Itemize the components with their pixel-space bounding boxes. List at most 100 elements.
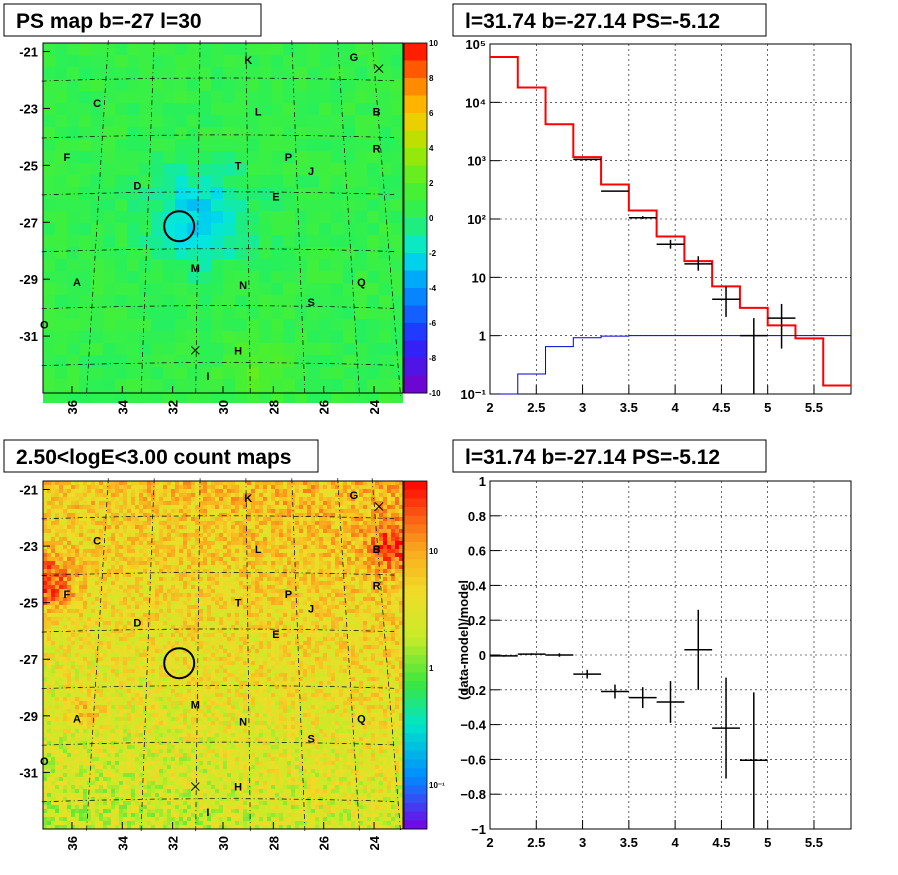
ps-map-cell bbox=[139, 199, 151, 211]
count-map-cell bbox=[259, 485, 263, 489]
count-map-cell bbox=[387, 501, 391, 505]
count-map-cell bbox=[147, 545, 151, 549]
count-map-cell bbox=[347, 609, 351, 613]
count-map-cell bbox=[383, 609, 387, 613]
count-map-cell bbox=[383, 541, 387, 545]
count-map-cell bbox=[183, 589, 187, 593]
count-map-cell bbox=[327, 593, 331, 597]
ps-map-cell bbox=[151, 331, 163, 343]
count-map-cell bbox=[103, 625, 107, 629]
count-map-cell bbox=[43, 557, 47, 561]
count-map-cell bbox=[287, 501, 291, 505]
count-map-cell bbox=[251, 649, 255, 653]
count-map-cell bbox=[391, 613, 395, 617]
count-map-cell bbox=[179, 549, 183, 553]
count-map-cell bbox=[235, 545, 239, 549]
count-map-cell bbox=[227, 589, 231, 593]
count-map-cell bbox=[83, 549, 87, 553]
count-map-cell bbox=[263, 549, 267, 553]
count-map-cell bbox=[231, 645, 235, 649]
count-map-cell bbox=[55, 497, 59, 501]
count-map-cell bbox=[59, 565, 63, 569]
count-map-cell bbox=[395, 549, 399, 553]
count-map-cell bbox=[163, 637, 167, 641]
ps-map-cell bbox=[331, 55, 343, 67]
count-map-cell bbox=[287, 537, 291, 541]
count-map-cell bbox=[219, 577, 223, 581]
count-map-cell bbox=[59, 501, 63, 505]
count-map-cell bbox=[303, 509, 307, 513]
count-map-cell bbox=[171, 509, 175, 513]
count-map-cell bbox=[67, 653, 71, 657]
count-map-cell bbox=[95, 601, 99, 605]
count-map-cell bbox=[331, 501, 335, 505]
count-map-cell bbox=[127, 641, 131, 645]
ps-map-cell bbox=[103, 55, 115, 67]
count-map-cell bbox=[187, 653, 191, 657]
count-map-cell bbox=[175, 641, 179, 645]
count-map-cell bbox=[355, 613, 359, 617]
count-map-cell bbox=[399, 645, 403, 649]
count-map-cell bbox=[139, 509, 143, 513]
count-map-cell bbox=[339, 649, 343, 653]
count-map-cell bbox=[231, 625, 235, 629]
count-map-cell bbox=[51, 597, 55, 601]
count-map-cell bbox=[215, 561, 219, 565]
ps-map-cell bbox=[115, 115, 127, 127]
count-map-cell bbox=[343, 493, 347, 497]
count-map-cell bbox=[159, 621, 163, 625]
count-map-cell bbox=[91, 629, 95, 633]
count-map-cell bbox=[107, 585, 111, 589]
count-map-cell bbox=[291, 549, 295, 553]
ps-map-cell bbox=[331, 271, 343, 283]
count-map-cell bbox=[223, 525, 227, 529]
count-map-cell bbox=[79, 649, 83, 653]
count-map-cell bbox=[275, 533, 279, 537]
ps-map-cell bbox=[91, 355, 103, 367]
count-map-cell bbox=[291, 529, 295, 533]
count-map-cell bbox=[391, 641, 395, 645]
ps-map-cell bbox=[43, 43, 55, 55]
ps-map-cell bbox=[187, 91, 199, 103]
count-map-cell bbox=[251, 633, 255, 637]
count-map-cell bbox=[291, 497, 295, 501]
count-map-cell bbox=[111, 497, 115, 501]
count-map-cell bbox=[99, 581, 103, 585]
count-map-cell bbox=[83, 605, 87, 609]
count-map-cell bbox=[167, 597, 171, 601]
count-map-cell bbox=[215, 581, 219, 585]
count-map-cell bbox=[279, 549, 283, 553]
count-map-cell bbox=[43, 505, 47, 509]
count-map-cell bbox=[63, 609, 67, 613]
count-map-cell bbox=[299, 569, 303, 573]
count-map-cell bbox=[319, 633, 323, 637]
count-map-cell bbox=[179, 521, 183, 525]
count-map-cell bbox=[207, 593, 211, 597]
count-map-cell bbox=[375, 565, 379, 569]
count-map-cell bbox=[87, 653, 91, 657]
count-map-cell bbox=[59, 653, 63, 657]
count-map-cell bbox=[235, 481, 239, 485]
count-map-cell bbox=[43, 573, 47, 577]
count-map-cell bbox=[175, 541, 179, 545]
count-map-cell bbox=[327, 525, 331, 529]
count-map-cell bbox=[219, 633, 223, 637]
count-map-cell bbox=[167, 621, 171, 625]
count-map-cell bbox=[287, 617, 291, 621]
count-map-cell bbox=[315, 509, 319, 513]
ps-map-cross-marker bbox=[374, 64, 384, 73]
count-map-cell bbox=[195, 533, 199, 537]
ps-map-cell bbox=[235, 391, 247, 403]
count-map-cell bbox=[211, 537, 215, 541]
count-map-cell bbox=[171, 641, 175, 645]
count-map-cell bbox=[187, 609, 191, 613]
count-map-cell bbox=[371, 517, 375, 521]
ps-map-cell bbox=[67, 307, 79, 319]
count-map-cell bbox=[323, 509, 327, 513]
ps-map-cell bbox=[43, 79, 55, 91]
ps-map-cell bbox=[271, 247, 283, 259]
count-map-cell bbox=[239, 653, 243, 657]
count-map-cell bbox=[43, 585, 47, 589]
count-map-cell bbox=[115, 561, 119, 565]
ps-map-cell bbox=[247, 331, 259, 343]
